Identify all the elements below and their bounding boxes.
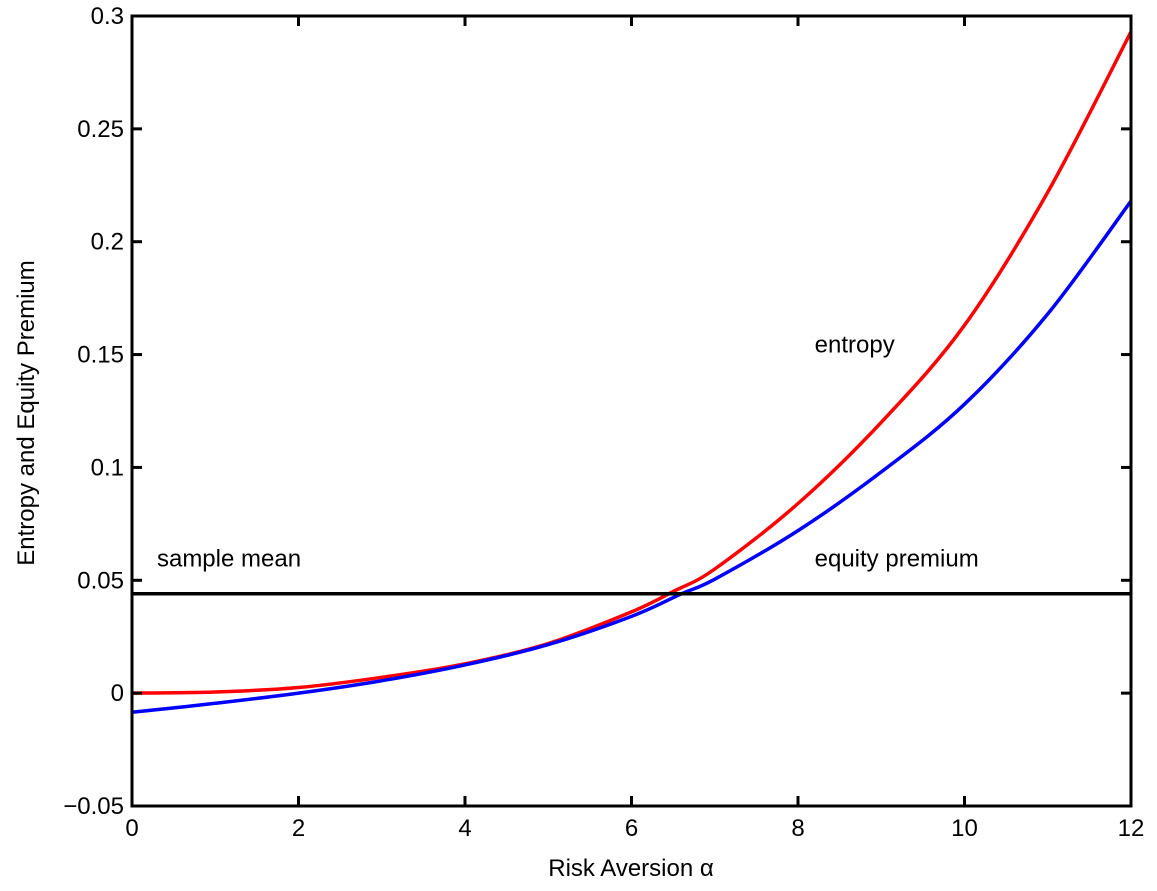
x-tick-label: 6 <box>625 815 638 842</box>
y-tick-label: 0.3 <box>91 3 124 30</box>
series-line-1 <box>131 30 1133 695</box>
y-axis-title: Entropy and Equity Premium <box>13 260 40 565</box>
x-axis-title: Risk Aversion α <box>548 855 714 882</box>
y-tick-label: 0 <box>111 680 124 707</box>
y-tick-label: 0.15 <box>77 342 124 369</box>
y-tick-label: 0.25 <box>77 116 124 143</box>
x-tick-label: 8 <box>791 815 804 842</box>
series-layer <box>131 30 1133 715</box>
series-line-2 <box>131 200 1133 715</box>
annotation-2: equity premium <box>815 546 979 573</box>
x-tick-label: 0 <box>125 815 138 842</box>
y-tick-label: 0.1 <box>91 454 124 481</box>
annotation-3: sample mean <box>157 546 301 573</box>
y-tick-label: 0.05 <box>77 567 124 594</box>
x-tick-label: 10 <box>951 815 978 842</box>
x-tick-label: 2 <box>292 815 305 842</box>
y-tick-label: −0.05 <box>63 793 124 820</box>
y-tick-label: 0.2 <box>91 229 124 256</box>
annotation-layer: entropy equity premium sample mean <box>157 331 979 572</box>
x-tick-label: 12 <box>1118 815 1145 842</box>
annotation-1: entropy <box>815 331 895 358</box>
x-tick-label: 4 <box>458 815 471 842</box>
